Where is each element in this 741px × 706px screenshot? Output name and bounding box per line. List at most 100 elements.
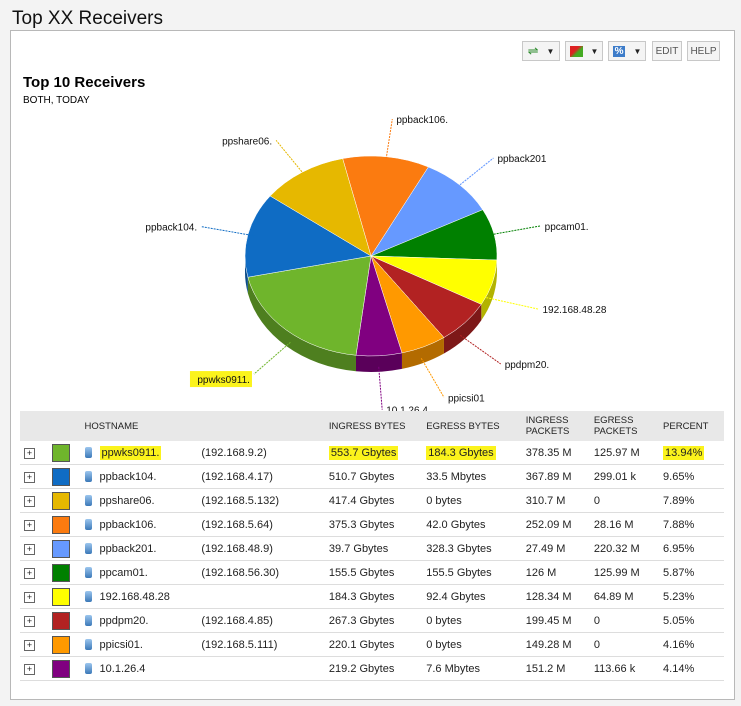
egress-packets: 125.97 M xyxy=(589,441,660,465)
report-title: Top 10 Receivers xyxy=(23,74,146,91)
slice-label: ppwks0911. xyxy=(197,375,250,386)
leader-line xyxy=(420,357,445,398)
slice-label: ppicsi01 xyxy=(448,393,485,404)
ip-address: (192.168.5.111) xyxy=(197,632,325,657)
color-swatch xyxy=(52,587,71,606)
col-hostname: HOSTNAME xyxy=(80,411,325,441)
hostname[interactable]: ppback104. xyxy=(99,470,157,483)
egress-bytes: 328.3 Gbytes xyxy=(426,542,492,555)
chart-type-dropdown[interactable]: ▼ xyxy=(565,41,603,61)
table-row[interactable]: + ppback104. (192.168.4.17) 510.7 Gbytes… xyxy=(20,464,724,489)
ip-address: (192.168.5.132) xyxy=(197,488,325,513)
table-row[interactable]: + 192.168.48.28 184.3 Gbytes 92.4 Gbytes… xyxy=(20,584,724,609)
egress-packets: 220.32 M xyxy=(589,536,660,561)
egress-bytes: 184.3 Gbytes xyxy=(426,445,496,460)
color-swatch xyxy=(52,491,71,510)
table-row[interactable]: + ppback201. (192.168.48.9) 39.7 Gbytes … xyxy=(20,536,724,561)
percent: 5.05% xyxy=(663,614,695,627)
col-ingress-bytes: INGRESS BYTES xyxy=(324,411,423,441)
expand-icon[interactable]: + xyxy=(24,471,35,483)
pie-slice[interactable] xyxy=(247,255,372,356)
ingress-bytes: 39.7 Gbytes xyxy=(328,542,389,555)
ip-address: (192.168.48.9) xyxy=(197,536,325,561)
report-subtitle: BOTH, TODAY xyxy=(23,95,90,106)
expand-icon[interactable]: + xyxy=(24,495,35,507)
pie-slice-side xyxy=(401,337,444,369)
direction-dropdown[interactable]: ⇌ ▼ xyxy=(522,41,560,61)
expand-icon[interactable]: + xyxy=(24,447,35,459)
host-icon xyxy=(84,639,92,651)
hostname[interactable]: 10.1.26.4 xyxy=(99,662,146,675)
egress-packets: 113.66 k xyxy=(589,656,660,681)
percent: 13.94% xyxy=(663,445,705,460)
ingress-packets: 252.09 M xyxy=(521,512,590,537)
hostname[interactable]: ppback201. xyxy=(99,542,157,555)
ingress-packets: 128.34 M xyxy=(521,584,590,609)
expand-icon[interactable]: + xyxy=(24,567,35,579)
slice-label: ppshare06. xyxy=(222,136,272,147)
hostname[interactable]: ppdpm20. xyxy=(99,614,149,627)
swap-arrows-icon: ⇌ xyxy=(527,43,539,58)
help-button[interactable]: HELP xyxy=(687,41,720,61)
color-swatch xyxy=(52,443,71,462)
window-title: Top XX Receivers xyxy=(12,8,164,29)
expand-icon[interactable]: + xyxy=(24,543,35,555)
expand-icon[interactable]: + xyxy=(24,639,35,651)
color-swatch xyxy=(52,563,71,582)
ingress-packets: 367.89 M xyxy=(521,464,590,489)
report-panel: ⇌ ▼ ▼ % ▼ EDIT HELP Top 10 Receivers BOTH,… xyxy=(10,30,735,700)
color-swatch xyxy=(52,635,71,654)
egress-packets: 64.89 M xyxy=(589,584,660,609)
table-header: HOSTNAME INGRESS BYTES EGRESS BYTES INGR… xyxy=(20,411,724,441)
table-row[interactable]: + ppdpm20. (192.168.4.85) 267.3 Gbytes 0… xyxy=(20,608,724,633)
host-icon xyxy=(84,471,92,483)
egress-packets: 28.16 M xyxy=(589,512,660,537)
host-icon xyxy=(84,615,92,627)
table-row[interactable]: + 10.1.26.4 219.2 Gbytes 7.6 Mbytes 151.… xyxy=(20,656,724,681)
unit-dropdown[interactable]: % ▼ xyxy=(608,41,646,61)
ingress-packets: 27.49 M xyxy=(521,536,590,561)
expand-icon[interactable]: + xyxy=(24,519,35,531)
percent: 5.23% xyxy=(663,590,695,603)
percent: 7.88% xyxy=(663,518,695,531)
hostname[interactable]: ppcam01. xyxy=(99,566,148,579)
edit-button[interactable]: EDIT xyxy=(652,41,682,61)
area-chart-icon xyxy=(569,45,583,57)
col-ingress-packets: INGRESS PACKETS xyxy=(521,411,590,441)
table-row[interactable]: + ppicsi01. (192.168.5.111) 220.1 Gbytes… xyxy=(20,632,724,657)
table-row[interactable]: + ppshare06. (192.168.5.132) 417.4 Gbyte… xyxy=(20,488,724,513)
col-egress-packets: EGRESS PACKETS xyxy=(589,411,660,441)
pie-chart: ppback106. ppback201 ppcam01. 192.168.48.28… xyxy=(145,115,606,411)
expand-icon[interactable]: + xyxy=(24,591,35,603)
percent: 9.65% xyxy=(663,470,695,483)
leader-line xyxy=(275,140,307,177)
color-swatch xyxy=(52,467,71,486)
egress-bytes: 155.5 Gbytes xyxy=(426,566,492,579)
egress-packets: 0 xyxy=(589,488,660,513)
hostname[interactable]: ppicsi01. xyxy=(99,638,143,651)
host-icon xyxy=(84,543,92,555)
leader-line xyxy=(459,334,501,365)
pie-slice[interactable] xyxy=(370,166,484,257)
ip-address: (192.168.56.30) xyxy=(197,560,325,585)
hostname[interactable]: ppback106. xyxy=(99,518,157,531)
pie-slice[interactable] xyxy=(269,158,372,257)
leader-line xyxy=(487,225,541,236)
percent: 4.16% xyxy=(663,638,695,651)
hostname[interactable]: 192.168.48.28 xyxy=(99,590,170,603)
ingress-packets: 310.7 M xyxy=(521,488,590,513)
table-row[interactable]: + ppback106. (192.168.5.64) 375.3 Gbytes… xyxy=(20,512,724,537)
hostname[interactable]: ppshare06. xyxy=(99,494,155,507)
pie-slice[interactable] xyxy=(342,155,429,257)
hostname[interactable]: ppwks0911. xyxy=(99,445,162,460)
egress-packets: 0 xyxy=(589,632,660,657)
table-row[interactable]: + ppcam01. (192.168.56.30) 155.5 Gbytes … xyxy=(20,560,724,585)
ingress-packets: 199.45 M xyxy=(521,608,590,633)
host-icon xyxy=(84,495,92,507)
expand-icon[interactable]: + xyxy=(24,615,35,627)
expand-icon[interactable]: + xyxy=(24,663,35,675)
ingress-bytes: 220.1 Gbytes xyxy=(328,638,395,651)
table-row[interactable]: + ppwks0911. (192.168.9.2) 553.7 Gbytes … xyxy=(20,441,724,465)
leader-line xyxy=(486,297,539,310)
